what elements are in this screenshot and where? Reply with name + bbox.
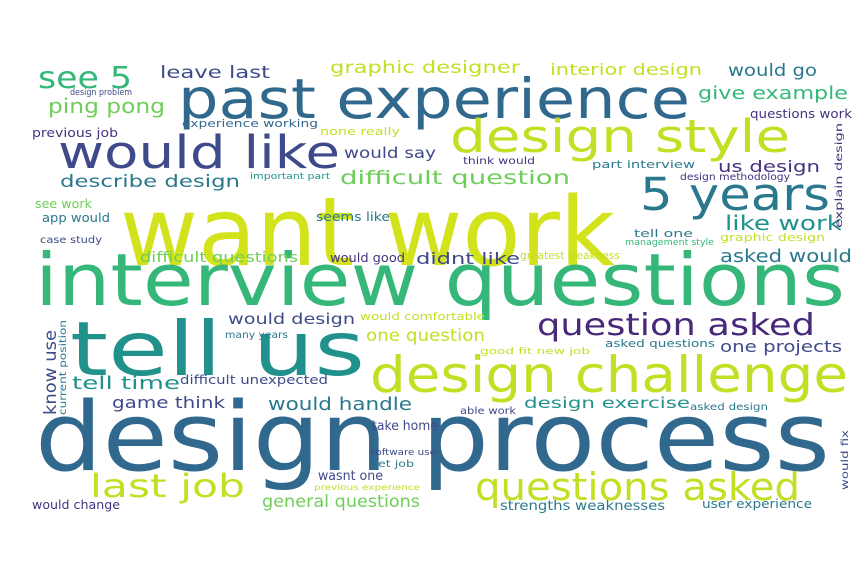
word: last job [90,467,245,505]
word: difficult unexpected [180,373,328,387]
word: like work [725,211,843,235]
word: asked design [690,402,768,413]
word: interview questions [35,238,845,322]
word: game think [112,393,226,412]
word: important part [250,172,331,182]
word: would change [32,498,120,512]
word: design process [35,383,830,493]
word: interior design [550,60,702,79]
word: general questions [262,492,420,512]
word: previous job [32,126,118,140]
word: design challenge [370,346,848,404]
word: software use [370,448,437,458]
word: think would [463,156,535,167]
word: leave last [160,63,270,83]
word: one question [366,326,485,346]
word: difficult question [340,167,570,189]
word: would handle [268,394,412,415]
word: design style [450,110,790,163]
word: want work [120,178,615,288]
word: seems like [316,210,390,224]
word: past experience [178,67,690,131]
word: good fit new job [480,347,590,357]
word: able work [460,406,516,417]
word: wasnt one [318,469,383,484]
word: design problem [70,88,132,98]
word: see 5 [38,61,132,96]
word: tell time [72,373,180,394]
word: previous experience [314,483,420,492]
word: questions work [750,107,852,121]
word: 5 years [640,168,830,221]
word: graphic design [720,231,825,244]
word: difficult questions [140,250,298,266]
word: design exercise [524,394,690,412]
word: explain design [834,123,845,228]
word: part interview [592,158,695,171]
word: experience working [182,117,318,130]
word: one projects [720,337,842,356]
word: current position [58,320,69,415]
word: describe design [60,172,240,192]
word: would fix [840,430,851,490]
word: see work [35,197,92,211]
word: strengths weaknesses [500,499,665,514]
word: would comfortable [360,310,485,323]
word: asked would [720,246,852,267]
word: management style [625,238,714,248]
word: tell us [70,305,365,393]
word: didnt like [416,249,520,268]
word: tell one [634,227,693,240]
word: greatest weakness [520,249,620,262]
word: questions asked [475,465,800,509]
word: get job [370,459,414,470]
word: would good [330,251,405,265]
word: question asked [537,308,815,343]
word: none really [320,125,401,138]
word: ping pong [48,94,165,118]
word: know use [41,330,61,415]
word: asked questions [605,337,715,350]
word: take home [372,419,438,434]
word: user experience [702,497,812,511]
word: would say [344,144,436,162]
word: give example [698,83,848,104]
word: would like [58,126,340,179]
word: app would [42,211,110,225]
word: would design [228,310,355,328]
word: case study [40,235,102,246]
word: many years [225,330,288,341]
word: design methodology [680,172,790,183]
word: graphic designer [330,58,520,78]
word: would go [728,61,817,81]
word: us design [718,157,820,176]
